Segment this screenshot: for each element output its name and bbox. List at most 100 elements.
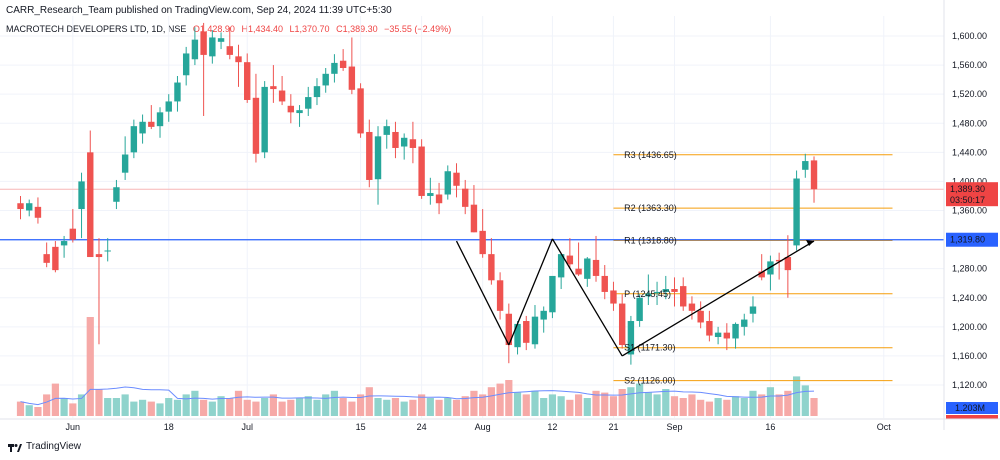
candle-body [810, 160, 818, 190]
volume-bar [322, 394, 330, 416]
volume-bar [391, 398, 400, 416]
volume-tag-red [946, 415, 998, 419]
candle-body [793, 178, 800, 246]
candle-body [767, 261, 774, 275]
x-tick-label: 12 [547, 422, 557, 432]
volume-bar [182, 394, 190, 416]
y-tick-label: 1,600.00 [952, 31, 987, 41]
y-tick-label: 1,240.00 [952, 293, 987, 303]
pivot-label: P (1245.45) [624, 289, 671, 299]
close-value: C1,389.30 [336, 24, 378, 34]
candle-body [653, 291, 661, 294]
volume-bar [548, 394, 557, 416]
candle-body [87, 152, 94, 258]
volume-bar [60, 398, 68, 416]
candle-body [95, 254, 103, 258]
pivot-label: S2 (1126.00) [624, 376, 675, 386]
volume-bar [601, 392, 609, 416]
candle-body [52, 246, 59, 271]
candle-body [775, 259, 783, 262]
volume-bar [138, 399, 147, 416]
candle-body [235, 56, 242, 63]
tradingview-logo-icon [8, 443, 22, 452]
volume-bar [566, 399, 574, 416]
publisher-line: CARR_Research_Team published on TradingV… [6, 5, 392, 16]
volume-bar [723, 399, 731, 416]
x-tick-label: Oct [877, 422, 892, 432]
candle-body [278, 90, 286, 102]
volume-bar [165, 398, 173, 416]
volume-bar [540, 398, 548, 416]
candle-body [357, 88, 364, 134]
candle-body [435, 194, 443, 204]
candle-body [148, 121, 155, 127]
candle-body [462, 188, 469, 207]
volume-bar [295, 398, 304, 416]
volume-bar [426, 398, 434, 416]
volume-bar [339, 398, 347, 416]
candle-body [592, 259, 600, 276]
low-value: L1,370.70 [289, 24, 330, 34]
volume-bar [51, 383, 59, 416]
volume-bar [313, 399, 321, 416]
candle-body [758, 271, 765, 278]
y-tick-label: 1,520.00 [952, 89, 987, 99]
candle-body [409, 139, 417, 148]
candle-body [610, 290, 617, 304]
candle-body [174, 82, 181, 102]
volume-bar [304, 396, 312, 416]
trend-line [621, 240, 815, 357]
volume-bar [330, 390, 339, 416]
candle-body [331, 62, 338, 74]
candle-body [121, 154, 129, 173]
candle-body [549, 275, 556, 313]
volume-bar [758, 394, 766, 416]
volume-bar [784, 390, 792, 416]
candle-body [261, 86, 268, 153]
x-tick-label: Sep [666, 422, 682, 432]
volume-bar [452, 399, 461, 416]
y-tick-label: 1,400.00 [952, 176, 987, 186]
candle-body [217, 38, 225, 42]
candle-body [680, 286, 687, 307]
volume-bar [792, 376, 801, 416]
tradingview-brand[interactable]: TradingView [8, 441, 81, 452]
candle-body [714, 332, 722, 338]
volume-bar [252, 401, 260, 416]
volume-bar [670, 396, 679, 416]
volume-bar [731, 396, 740, 416]
candle-body [34, 206, 42, 218]
volume-tag [946, 402, 998, 414]
y-tick-label: 1,160.00 [952, 351, 987, 361]
candle-body [182, 53, 190, 76]
candle-body [244, 62, 251, 100]
candle-body [69, 228, 77, 240]
volume-bar [191, 390, 199, 416]
candle-body [618, 303, 626, 346]
candle-body [749, 306, 757, 314]
volume-bar [583, 398, 591, 416]
y-tick-label: 1,120.00 [952, 380, 987, 390]
volume-bar [653, 394, 661, 416]
candle-body [627, 321, 635, 355]
candle-body [226, 46, 233, 55]
volume-bar [644, 392, 652, 416]
volume-bar [95, 389, 103, 416]
volume-label: 1.203M [955, 403, 985, 413]
volume-bar [365, 387, 373, 416]
volume-bar [86, 317, 94, 416]
volume-ma-line [20, 386, 815, 406]
volume-bar [243, 399, 251, 416]
y-tick-label: 1,360.00 [952, 206, 987, 216]
volume-bar [810, 398, 818, 416]
x-tick-label: 21 [608, 422, 618, 432]
volume-bar [356, 394, 365, 416]
volume-bar [34, 407, 42, 416]
countdown-label: 03:50:17 [950, 195, 985, 205]
volume-bar [234, 390, 243, 416]
volume-bar [444, 398, 452, 416]
pivot-label: S1 (1171.30) [624, 343, 675, 353]
volume-bar [470, 390, 478, 416]
volume-bar [522, 394, 530, 416]
